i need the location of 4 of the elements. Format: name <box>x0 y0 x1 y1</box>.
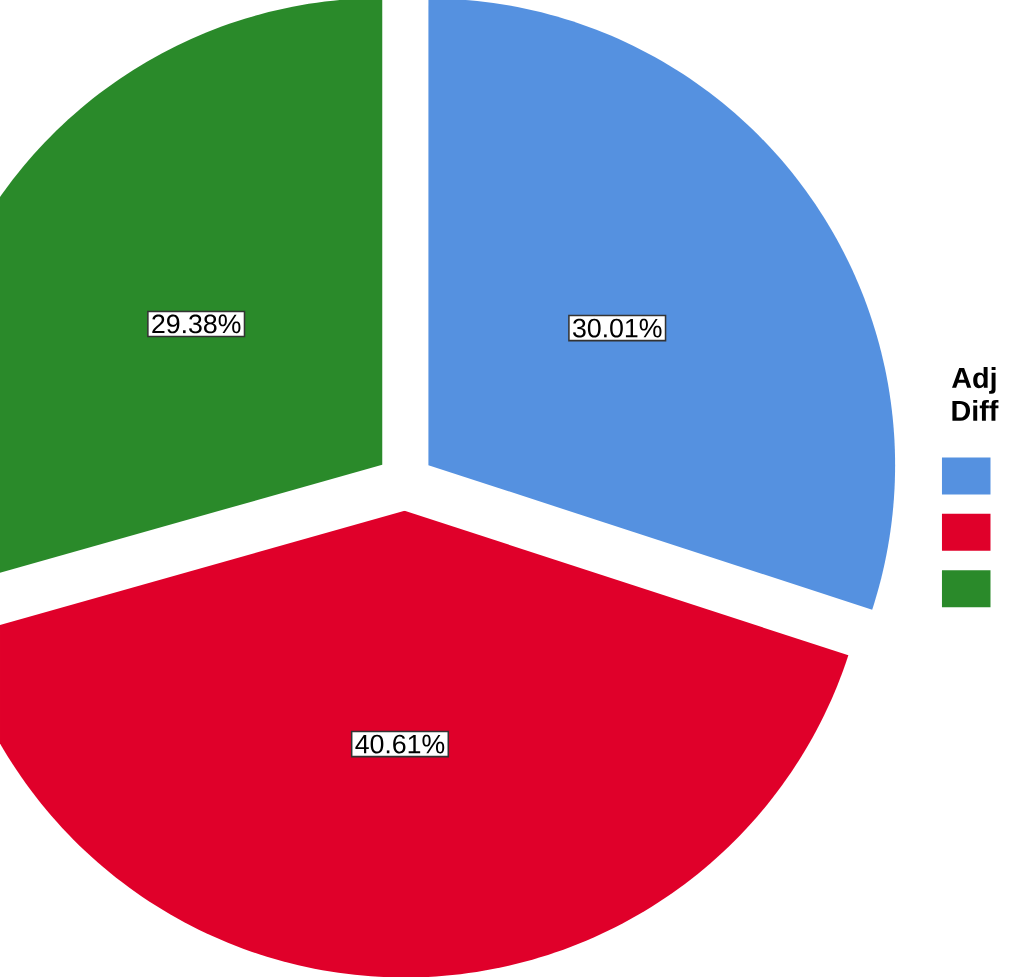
data-label: 30.01% <box>573 318 662 338</box>
data-label: 40.61% <box>355 734 445 754</box>
legend-title: Adj Diff <box>952 366 999 421</box>
data-label: 29.38% <box>152 314 241 334</box>
